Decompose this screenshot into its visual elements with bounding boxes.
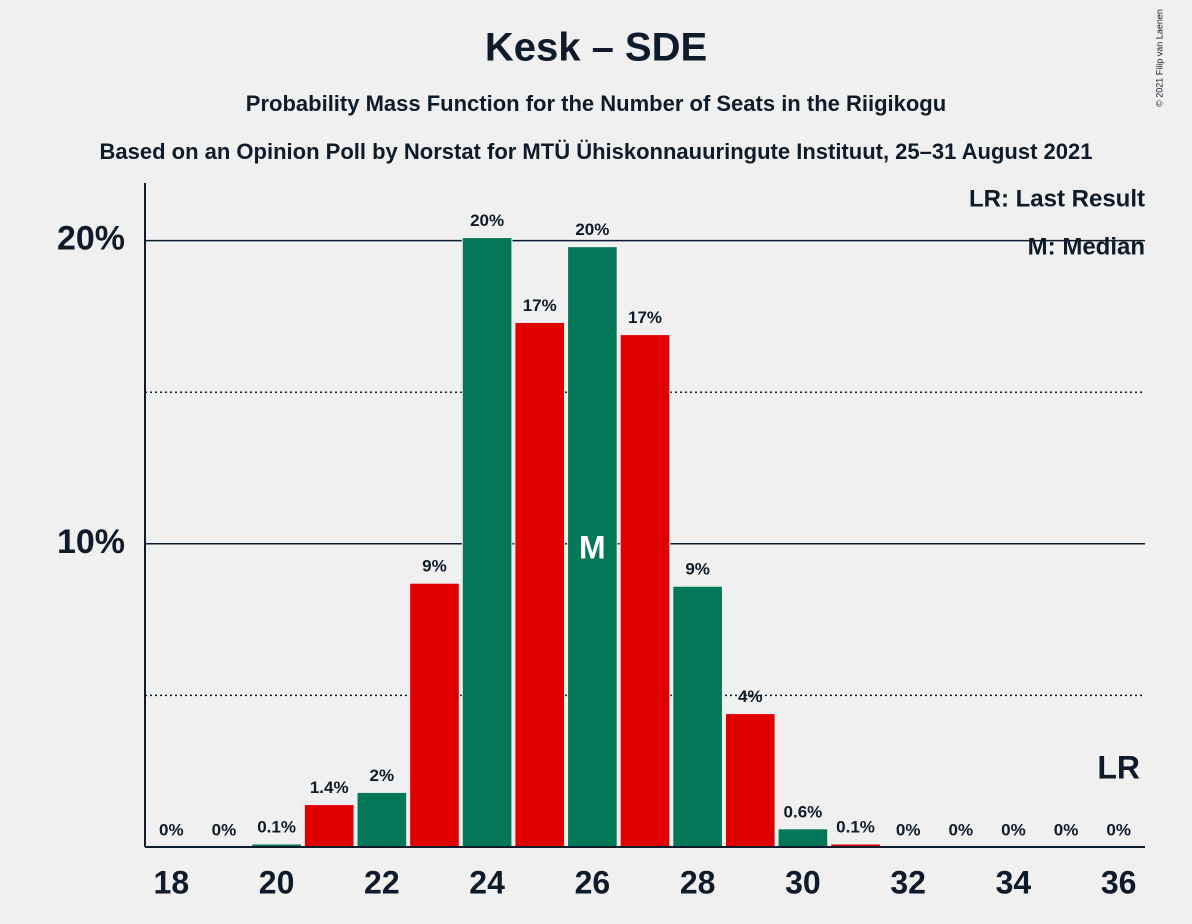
x-tick-label: 28 <box>680 864 716 900</box>
bar <box>514 321 566 848</box>
x-tick-label: 20 <box>259 864 295 900</box>
value-label: 0% <box>1106 820 1131 839</box>
y-tick-label: 20% <box>57 220 125 258</box>
bar <box>619 334 671 848</box>
value-label: 0.6% <box>784 802 823 821</box>
bar <box>777 828 829 848</box>
value-label: 0.1% <box>836 817 875 836</box>
x-tick-label: 22 <box>364 864 400 900</box>
chart-title: Kesk – SDE <box>485 26 707 70</box>
bar <box>461 237 513 848</box>
value-label: 0.1% <box>257 817 296 836</box>
value-label: 20% <box>575 220 609 239</box>
value-label: 0% <box>1054 820 1079 839</box>
value-label: 1.4% <box>310 778 349 797</box>
x-tick-label: 34 <box>996 864 1032 900</box>
value-label: 9% <box>422 557 447 576</box>
legend-entry: LR: Last Result <box>969 185 1145 212</box>
value-label: 0% <box>1001 820 1026 839</box>
x-tick-label: 30 <box>785 864 821 900</box>
value-label: 0% <box>212 820 237 839</box>
bar <box>356 791 408 848</box>
bar <box>567 246 618 848</box>
bar <box>409 582 460 848</box>
bar <box>724 713 776 848</box>
value-label: 9% <box>685 560 710 579</box>
copyright: © 2021 Filip van Laenen <box>1154 9 1164 107</box>
chart-subtitle: Probability Mass Function for the Number… <box>246 91 946 116</box>
value-label: 2% <box>370 766 395 785</box>
median-marker: M <box>579 529 606 565</box>
y-tick-label: 10% <box>57 523 125 561</box>
x-tick-label: 36 <box>1101 864 1137 900</box>
last-result-marker: LR <box>1097 749 1140 785</box>
x-tick-label: 24 <box>469 864 505 900</box>
value-label: 0% <box>949 820 974 839</box>
bar <box>672 585 723 848</box>
bar <box>303 804 355 848</box>
value-label: 20% <box>470 211 504 230</box>
x-tick-label: 32 <box>890 864 926 900</box>
value-label: 17% <box>628 308 662 327</box>
x-tick-label: 18 <box>154 864 190 900</box>
value-label: 0% <box>896 820 921 839</box>
chart-source: Based on an Opinion Poll by Norstat for … <box>100 139 1093 164</box>
value-label: 0% <box>159 820 184 839</box>
legend-entry: M: Median <box>1028 233 1145 260</box>
x-tick-label: 26 <box>575 864 611 900</box>
value-label: 17% <box>523 296 557 315</box>
value-label: 4% <box>738 687 763 706</box>
